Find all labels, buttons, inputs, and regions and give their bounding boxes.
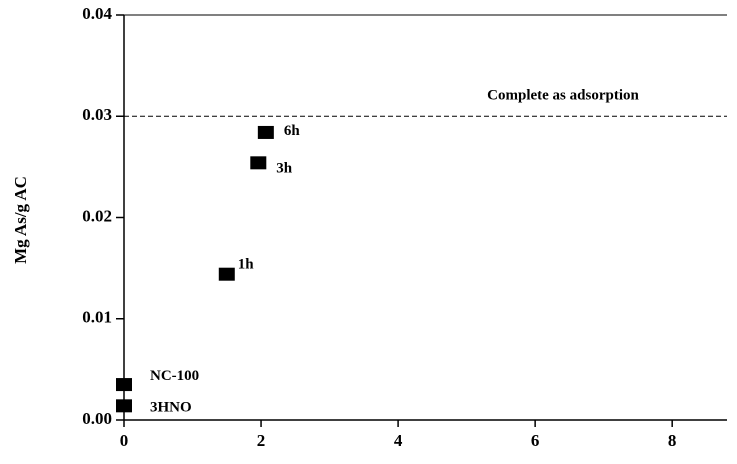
marker <box>257 125 274 139</box>
point-label: 3HNO <box>150 399 192 415</box>
x-tick-label: 2 <box>257 431 266 450</box>
point-label: 3h <box>276 160 293 176</box>
marker <box>116 378 132 392</box>
marker <box>116 399 132 413</box>
reference-label: Complete as adsorption <box>487 88 639 104</box>
point-label: 1h <box>238 257 255 273</box>
x-tick-label: 0 <box>120 431 129 450</box>
y-tick-label: 0.03 <box>82 105 112 124</box>
x-tick-label: 4 <box>394 431 403 450</box>
point-label: NC-100 <box>150 368 199 384</box>
y-tick-label: 0.00 <box>82 409 112 428</box>
point-label: 6h <box>284 123 301 139</box>
y-tick-label: 0.01 <box>82 308 112 327</box>
x-tick-label: 6 <box>531 431 540 450</box>
y-axis-label: Mg As/g AC <box>11 176 30 264</box>
x-tick-label: 8 <box>668 431 677 450</box>
marker <box>218 267 235 281</box>
marker <box>250 156 267 170</box>
y-tick-label: 0.02 <box>82 206 112 225</box>
y-tick-label: 0.04 <box>82 4 112 23</box>
